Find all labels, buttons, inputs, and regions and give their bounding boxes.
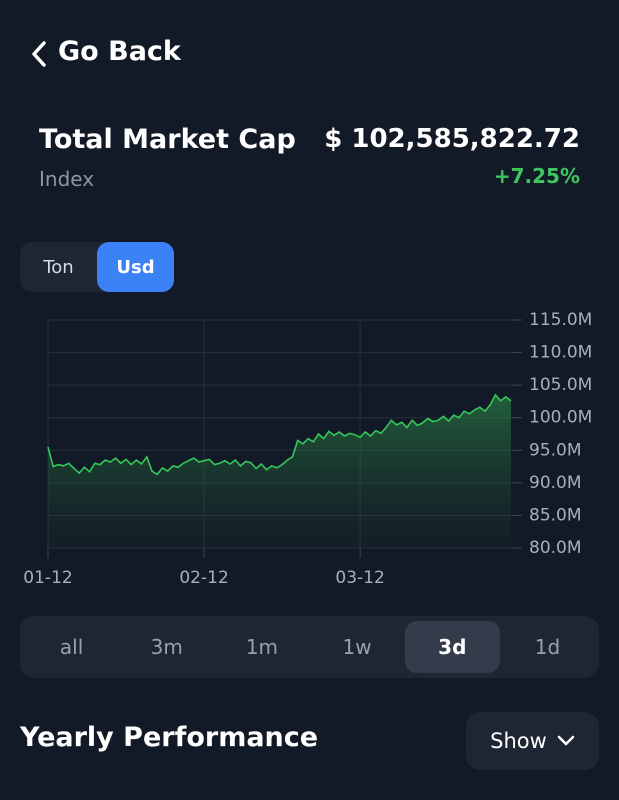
change: +7.25% [493,164,580,188]
show-label[interactable]: Show [490,729,547,753]
range-option[interactable]: 1w [342,635,372,659]
x-tick-label: 02-12 [179,568,228,588]
currency-toggle: Ton Usd [20,242,174,292]
range-option[interactable]: 1d [534,635,561,659]
y-tick-label: 110.0M [529,343,592,363]
chevron-icon [557,735,575,746]
x-tick-label: 03-12 [335,568,384,588]
range-option[interactable]: 1m [245,635,279,659]
section-title: Yearly Performance [20,722,319,753]
show-button[interactable]: Show [466,712,599,770]
range-option[interactable]: 3d [404,621,500,673]
y-tick-label: 90.0M [529,473,582,493]
y-tick-label: 85.0M [529,505,582,525]
y-tick-label: 80.0M [529,538,582,558]
back-link[interactable]: Go Back [58,36,181,67]
y-tick-label: 105.0M [529,375,592,395]
chart: 80.0M 85.0M 90.0M 95.0M 100.0M 105.0M 110.0M 11… [23,310,592,588]
toggle-option[interactable]: Usd [97,242,174,292]
range-selector: all 3m 1m 1w 3d 1d [20,616,599,678]
area [48,394,511,548]
y-tick-label: 95.0M [529,440,582,460]
x-tick-label: 01-12 [23,568,72,588]
y-tick-label: 115.0M [529,310,592,330]
y-tick-label: 100.0M [529,408,592,428]
toggle-option[interactable]: Ton [43,256,74,278]
range-option[interactable]: all [59,635,84,659]
market-cap-value: $ 102,585,822.72 [324,124,580,154]
subtitle: Index [39,167,95,191]
line [47,393,512,476]
range-option[interactable]: 3m [150,635,183,659]
back-icon[interactable] [30,40,48,68]
title: Total Market Cap [39,124,296,155]
